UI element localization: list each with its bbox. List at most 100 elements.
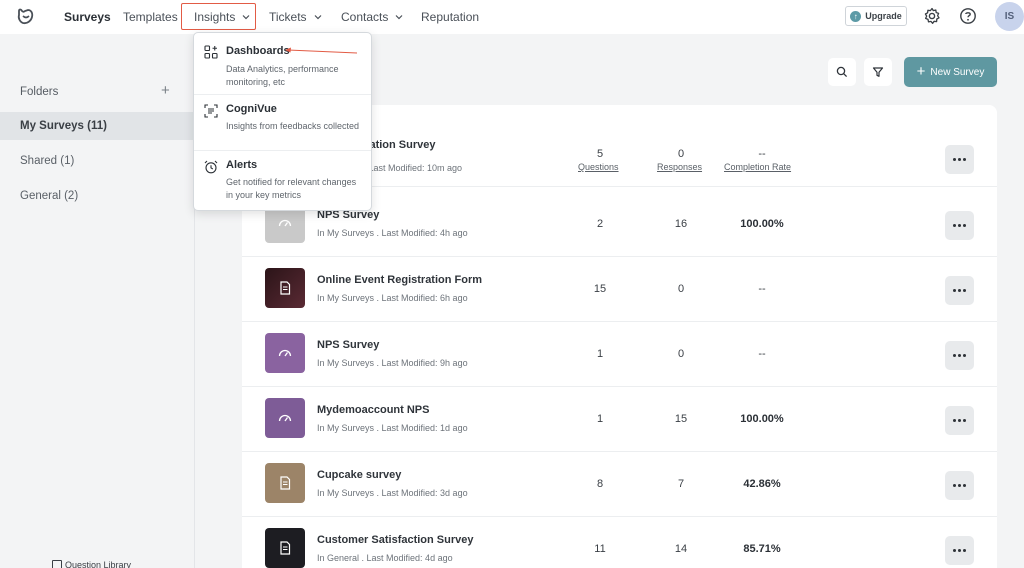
table-row[interactable]: Mydemoaccount NPS In My Surveys . Last M… [242, 387, 997, 452]
nav-insights-label: Insights [194, 10, 236, 24]
nav-contacts-label: Contacts [341, 10, 389, 24]
new-survey-label: New Survey [930, 66, 985, 78]
survey-name[interactable]: ...ration Survey [356, 139, 436, 151]
gauge-icon [278, 349, 292, 357]
responses-count: 15 [674, 413, 688, 425]
avatar[interactable]: IS [995, 2, 1024, 31]
nav-surveys[interactable]: Surveys [64, 10, 111, 24]
question-library-label: Question Library [65, 560, 132, 568]
menu-item-cognivue[interactable]: CogniVue Insights from feedbacks collect… [194, 94, 371, 150]
search-icon [836, 66, 848, 78]
sidebar: Folders + My Surveys (11) Shared (1) Gen… [0, 34, 195, 568]
menu-item-alerts[interactable]: Alerts Get notified for relevant changes… [194, 150, 371, 210]
folders-title: Folders [20, 86, 59, 98]
nav-insights[interactable]: Insights [194, 10, 251, 24]
completion-rate: 100.00% [740, 413, 784, 425]
nav-contacts[interactable]: Contacts [341, 10, 404, 24]
gear-icon[interactable] [923, 7, 941, 25]
chevron-down-icon [314, 15, 321, 20]
more-options-button[interactable] [945, 406, 974, 435]
questions-count: 15 [593, 283, 607, 295]
upgrade-arrow-icon: ↑ [850, 10, 862, 22]
gauge-icon [278, 219, 292, 227]
responses-count: 0 [677, 283, 685, 295]
menu-item-description: Insights from feedbacks collected [226, 121, 360, 131]
app-logo-icon[interactable] [15, 6, 37, 28]
nav-surveys-label: Surveys [64, 10, 111, 24]
search-button[interactable] [828, 58, 856, 86]
survey-meta: In General . Last Modified: 4d ago [317, 553, 453, 563]
more-options-button[interactable] [945, 145, 974, 174]
new-survey-button[interactable]: + New Survey [904, 57, 997, 87]
survey-name[interactable]: NPS Survey [317, 339, 380, 351]
plus-icon: + [916, 63, 926, 80]
dashboard-grid-icon [204, 45, 218, 59]
survey-meta: In My Surveys . Last Modified: 9h ago [317, 358, 468, 368]
filter-button[interactable] [864, 58, 892, 86]
completion-rate-label[interactable]: Completion Rate [724, 162, 792, 172]
folder-general[interactable]: General (2) [20, 190, 79, 202]
completion-rate: -- [758, 148, 766, 160]
upgrade-button[interactable]: ↑ Upgrade [845, 6, 907, 26]
folder-my-surveys[interactable]: My Surveys (11) [0, 112, 194, 140]
survey-meta: In My Surveys . Last Modified: 1d ago [317, 423, 468, 433]
table-row[interactable]: Customer Satisfaction Survey In General … [242, 517, 997, 568]
completion-rate: -- [758, 348, 766, 360]
more-options-button[interactable] [945, 536, 974, 565]
more-options-button[interactable] [945, 341, 974, 370]
nav-templates[interactable]: Templates [123, 10, 178, 24]
table-row[interactable]: NPS Survey In My Surveys . Last Modified… [242, 322, 997, 387]
nav-tickets-label: Tickets [269, 10, 307, 24]
nav-tickets[interactable]: Tickets [269, 10, 323, 24]
survey-meta: In My Surveys . Last Modified: 4h ago [317, 228, 468, 238]
completion-rate: 85.71% [743, 543, 781, 555]
responses-count: 7 [677, 478, 685, 490]
menu-item-title: CogniVue [226, 103, 277, 115]
document-icon [280, 281, 291, 295]
table-row[interactable]: Online Event Registration Form In My Sur… [242, 257, 997, 322]
survey-meta: In My Surveys . Last Modified: 6h ago [317, 293, 468, 303]
survey-name[interactable]: NPS Survey [317, 209, 380, 221]
questions-count: 5 [596, 148, 604, 160]
menu-item-description: Get notified for relevant changes in you… [226, 177, 357, 200]
upgrade-label: Upgrade [865, 11, 902, 21]
document-icon [280, 541, 291, 555]
responses-count: 16 [674, 218, 688, 230]
table-row[interactable]: Cupcake survey In My Surveys . Last Modi… [242, 452, 997, 517]
book-icon [52, 560, 62, 568]
more-options-button[interactable] [945, 211, 974, 240]
questions-count: 8 [596, 478, 604, 490]
responses-label[interactable]: Responses [657, 162, 703, 172]
chevron-down-icon [395, 15, 403, 20]
survey-name[interactable]: Cupcake survey [317, 469, 402, 481]
completion-rate: -- [758, 283, 766, 295]
more-options-button[interactable] [945, 276, 974, 305]
table-row[interactable]: ...ration Survey ...s . Last Modified: 1… [242, 122, 997, 187]
survey-thumbnail [265, 333, 305, 373]
add-folder-icon[interactable]: + [161, 82, 170, 99]
responses-count: 14 [674, 543, 688, 555]
menu-item-dashboards[interactable]: Dashboards Data Analytics, performance m… [194, 33, 371, 94]
question-library-link[interactable]: Question Library [52, 560, 131, 568]
survey-thumbnail [265, 463, 305, 503]
survey-meta: ...s . Last Modified: 10m ago [349, 163, 463, 173]
insights-dropdown-menu: Dashboards Data Analytics, performance m… [193, 32, 372, 211]
survey-list: ...ration Survey ...s . Last Modified: 1… [242, 105, 997, 568]
survey-name[interactable]: Online Event Registration Form [317, 274, 483, 286]
completion-rate: 42.86% [743, 478, 781, 490]
document-icon [280, 476, 291, 490]
questions-label[interactable]: Questions [578, 162, 619, 172]
help-icon[interactable] [959, 7, 977, 25]
menu-item-description: Data Analytics, performance monitoring, … [226, 64, 339, 87]
alarm-clock-icon [204, 160, 218, 174]
annotation-arrow-icon [285, 47, 358, 54]
filter-icon [872, 67, 884, 77]
nav-reputation[interactable]: Reputation [421, 10, 479, 24]
survey-name[interactable]: Mydemoaccount NPS [317, 404, 430, 416]
survey-thumbnail [265, 528, 305, 568]
survey-name[interactable]: Customer Satisfaction Survey [317, 534, 474, 546]
folder-shared[interactable]: Shared (1) [20, 155, 75, 167]
more-options-button[interactable] [945, 471, 974, 500]
insights-highlight-box [181, 3, 256, 30]
top-nav: Surveys Templates Insights Tickets Conta… [0, 0, 1024, 34]
